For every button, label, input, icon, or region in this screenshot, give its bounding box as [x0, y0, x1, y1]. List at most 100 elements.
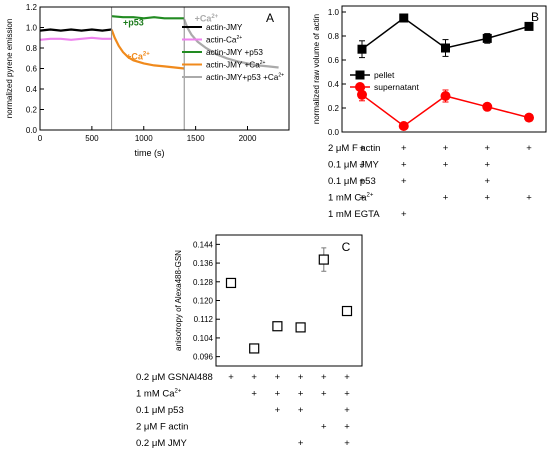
panel-b-condition-label: 1 mM Ca2+ [328, 193, 374, 204]
panel-c-data-point [341, 305, 353, 317]
panel-b-legend-supernatant-label: supernatant [374, 82, 420, 92]
panel-b-condition-mark: + [484, 160, 490, 171]
panel-a-series-1-line [39, 28, 112, 32]
panel-a-legend-label: actin-JMY +Ca2+ [206, 60, 266, 69]
panel-b-ytick-label: 0.6 [328, 56, 340, 65]
panel-b-condition-mark: + [359, 143, 365, 154]
panel-b-condition-mark: + [401, 143, 407, 154]
panel-a-series-2-line [39, 36, 112, 41]
panel-a-ytick-label: 0.8 [26, 44, 38, 53]
panel-c-condition-mark: + [344, 372, 350, 383]
panel-c-condition-label: 2 μM F actin [136, 422, 188, 433]
panel-b-condition-label: 2 μM F actin [328, 143, 380, 154]
panel-c-condition-mark: + [344, 438, 350, 449]
panel-c-condition-mark: + [321, 372, 327, 383]
panel-c-condition-mark: + [275, 389, 281, 400]
panel-b-legend-pellet-label: pellet [374, 70, 395, 80]
panel-c-condition-mark: + [228, 372, 234, 383]
panel-b-supernatant-point [357, 89, 367, 100]
panel-a-annotation-2: +Ca2+ [126, 51, 150, 61]
panel-b-supernatant-point [524, 112, 534, 123]
panel-b-pellet-point [399, 13, 409, 23]
panel-a-annotation-3: +Ca2+ [195, 13, 219, 23]
panel-a-xtick-label: 1000 [135, 134, 153, 143]
panel-c-plot-frame [215, 234, 363, 367]
panel-a-ytick-label: 1.2 [26, 3, 38, 12]
panel-a-ytick-label: 1.0 [26, 24, 38, 33]
panel-a-ytick-label: 0.6 [26, 65, 38, 74]
panel-c-ytick-label: 0.096 [193, 353, 214, 362]
panel-c-data-point [295, 322, 306, 333]
panel-b-condition-mark: + [401, 176, 407, 187]
panel-a-legend-label-sup: 2+ [278, 73, 284, 79]
panel-b-supernatant-point [398, 121, 409, 131]
panel-c-condition-mark: + [344, 422, 350, 433]
panel-a-ylabel: normalized pyrene emission [5, 19, 14, 119]
panel-b-ytick-label: 0.0 [328, 128, 340, 137]
panel-b-pellet-point [441, 43, 450, 53]
panel-c-letter: C [342, 240, 351, 254]
panel-c-condition-mark: + [321, 422, 327, 433]
panel-a-letter: A [266, 11, 274, 25]
panel-a-legend-label: actin-JMY+p53 +Ca2+ [206, 73, 284, 82]
panel-c-data-point [272, 321, 283, 332]
panel-c-condition-label-sup: 2+ [175, 389, 182, 395]
panel-b-supernatant-point [482, 101, 493, 112]
panel-b-condition-mark: + [443, 143, 449, 154]
panel-c-condition-mark: + [321, 389, 327, 400]
panel-c-data-point [318, 254, 329, 265]
panel-c-ytick-label: 0.128 [193, 278, 214, 287]
panel-b-pellet-point [357, 44, 367, 54]
panel-a-xtick-label: 500 [85, 134, 99, 143]
panel-b-condition-mark: + [401, 160, 407, 171]
panel-a-ytick-label: 0.2 [26, 106, 38, 115]
panel-c-condition-label: 0.1 μM p53 [136, 405, 184, 416]
panel-a-legend-label-sup: 2+ [260, 60, 266, 66]
panel-b-ytick-label: 0.2 [328, 104, 340, 113]
panel-b-condition-mark: + [359, 160, 365, 171]
panel-b-condition-mark: + [484, 193, 490, 204]
panel-c-condition-mark: + [251, 389, 257, 400]
panel-c-condition-mark: + [298, 438, 304, 449]
panel-b-ylabel: normalized raw volume of actin [312, 14, 321, 124]
panel-c-condition-mark: + [251, 372, 257, 383]
panel-b-ytick-label: 1.0 [328, 8, 340, 17]
panel-a-legend-label: actin-JMY [206, 23, 243, 32]
panel-b-condition-mark: + [401, 209, 407, 220]
panel-b-condition-mark: + [359, 176, 365, 187]
panel-a-annotation-2-sup: 2+ [143, 52, 150, 58]
panel-b-ytick-label: 0.8 [328, 32, 340, 41]
panel-c-data-point [249, 343, 260, 354]
panel-b-condition-mark: + [443, 193, 449, 204]
panel-a-xtick-label: 0 [38, 134, 43, 143]
panel-b-ytick-label: 0.4 [328, 80, 340, 89]
panel-c-ytick-label: 0.120 [193, 297, 214, 306]
panel-c-condition-label: 1 mM Ca2+ [136, 389, 182, 400]
panel-b-condition-label: 0.1 μM JMY [328, 160, 380, 171]
panel-c-data-point [225, 277, 237, 289]
panel-a-annotation-1: +p53 [123, 17, 144, 27]
panel-a-ytick-label: 0.4 [26, 85, 38, 94]
panel-c-ytick-label: 0.104 [193, 334, 214, 343]
panel-b-pellet-point [524, 21, 534, 31]
panel-c-condition-label: 0.2 μM JMY [136, 438, 188, 449]
panel-c-ytick-label: 0.136 [193, 259, 214, 268]
panel-c-condition-mark: + [344, 389, 350, 400]
panel-b-legend-supernatant-marker [355, 82, 365, 92]
panel-a-series-5-line [183, 18, 279, 69]
panel-a-legend-label: actin-JMY +p53 [206, 48, 263, 57]
panel-b-condition-label: 0.1 μM p53 [328, 176, 376, 187]
panel-a-xtick-label: 2000 [239, 134, 257, 143]
panel-c-condition-mark: + [275, 372, 281, 383]
panel-b-condition-mark: + [484, 176, 490, 187]
panel-c-condition-label: 0.2 μM GSNAl488 [136, 372, 213, 383]
panel-c-ytick-label: 0.144 [193, 240, 214, 249]
panel-b-letter: B [531, 10, 539, 24]
panel-b-condition-mark: + [484, 143, 490, 154]
panel-b-pellet-point [482, 33, 492, 43]
panel-b-condition-label: 1 mM EGTA [328, 209, 380, 220]
panel-c-condition-mark: + [298, 372, 304, 383]
panel-c-condition-mark: + [344, 405, 350, 416]
panel-a-legend-label-sup: 2+ [237, 35, 243, 41]
